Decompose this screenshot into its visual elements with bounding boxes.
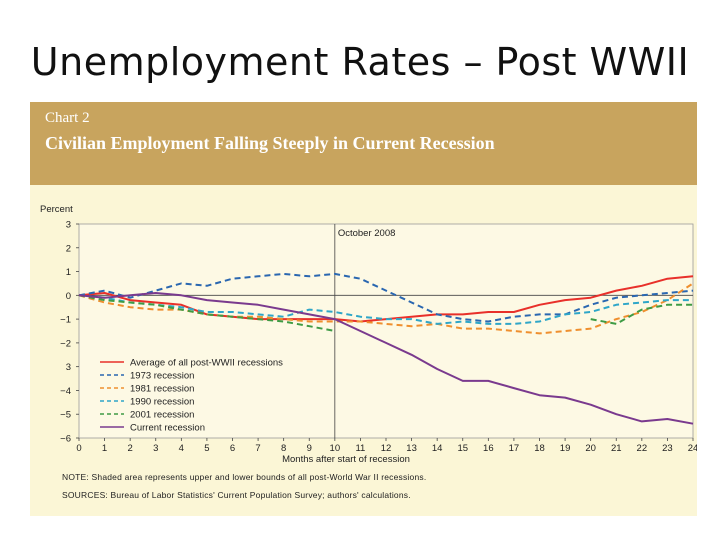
- series-line: [78, 294, 693, 325]
- x-tick-label: 23: [662, 443, 673, 454]
- y-tick-label: 0: [66, 291, 71, 302]
- x-tick-label: 5: [204, 443, 209, 454]
- chart-banner: Chart 2 Civilian Employment Falling Stee…: [30, 102, 697, 185]
- x-tick-label: 1: [102, 443, 107, 454]
- x-axis-label: Months after start of recession: [282, 454, 410, 465]
- legend-label: 1973 recession: [130, 371, 194, 382]
- x-tick-label: 4: [179, 443, 184, 454]
- chart-sources: SOURCES: Bureau of Labor Statistics' Cur…: [62, 490, 411, 500]
- x-tick-label: 18: [534, 443, 545, 454]
- y-tick-label: 1: [66, 267, 71, 278]
- x-tick-label: 10: [330, 443, 341, 454]
- series-2001-recession: [78, 294, 693, 332]
- x-tick-label: 20: [585, 443, 596, 454]
- x-tick-label: 12: [381, 443, 392, 454]
- x-tick-label: 0: [76, 443, 81, 454]
- chart-title: Civilian Employment Falling Steeply in C…: [45, 133, 495, 153]
- y-axis-label: Percent: [40, 204, 73, 215]
- x-tick-label: 2: [128, 443, 133, 454]
- x-tick-label: 17: [509, 443, 520, 454]
- x-tick-label: 16: [483, 443, 494, 454]
- series-line: [78, 292, 694, 425]
- x-tick-label: 6: [230, 443, 235, 454]
- legend-label: 2001 recession: [130, 410, 194, 421]
- y-tick-label: −5: [60, 410, 71, 421]
- series-current-recession: [78, 292, 694, 425]
- x-tick-label: 14: [432, 443, 443, 454]
- series-line: [78, 294, 335, 332]
- y-tick-label: −6: [60, 434, 71, 445]
- y-tick-label: −2: [60, 338, 71, 349]
- legend-label: Average of all post-WWII recessions: [130, 358, 283, 369]
- x-tick-label: 24: [688, 443, 697, 454]
- y-tick-label: −4: [60, 386, 71, 397]
- legend-label: 1990 recession: [130, 397, 194, 408]
- legend-label: Current recession: [130, 423, 205, 434]
- x-tick-label: 8: [281, 443, 286, 454]
- chart-note: NOTE: Shaded area represents upper and l…: [62, 472, 427, 482]
- x-tick-label: 3: [153, 443, 158, 454]
- x-tick-label: 15: [457, 443, 468, 454]
- x-tick-label: 9: [307, 443, 312, 454]
- x-tick-label: 13: [406, 443, 417, 454]
- x-tick-label: 11: [355, 443, 365, 454]
- annotation-label: October 2008: [338, 228, 396, 239]
- slide-title: Unemployment Rates – Post WWII: [30, 40, 690, 84]
- y-tick-label: 3: [66, 362, 71, 373]
- x-tick-label: 19: [560, 443, 571, 454]
- legend-label: 1981 recession: [130, 384, 194, 395]
- series-line: [78, 272, 694, 323]
- y-tick-label: −1: [60, 315, 71, 326]
- plot-area: [78, 223, 694, 439]
- series-1990-recession: [78, 294, 693, 325]
- x-tick-label: 7: [255, 443, 260, 454]
- x-tick-label: 22: [637, 443, 648, 454]
- chart-number-label: Chart 2: [45, 110, 90, 126]
- series-line: [590, 303, 693, 325]
- y-tick-label: 2: [66, 243, 71, 254]
- y-tick-label: 3: [66, 220, 71, 231]
- x-tick-label: 21: [611, 443, 622, 454]
- series-1973-recession: [78, 272, 694, 323]
- chart-figure: Chart 2 Civilian Employment Falling Stee…: [30, 102, 697, 516]
